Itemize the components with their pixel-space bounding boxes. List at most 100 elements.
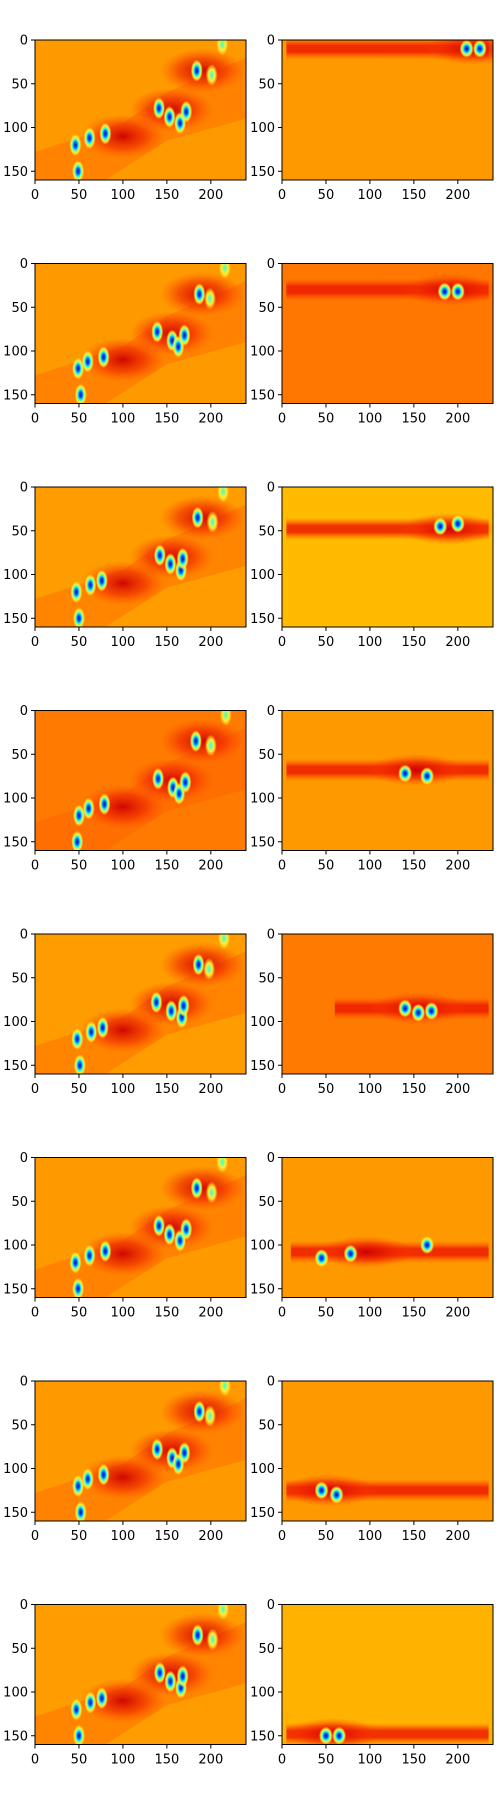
x-tick-label: 100 (358, 635, 383, 650)
heatmap-blob (85, 1021, 98, 1043)
heatmap-blob (398, 764, 413, 783)
heatmap-blob (218, 934, 231, 950)
heatmap-blob (153, 544, 166, 567)
heatmap-blob (97, 346, 110, 369)
x-tick-label: 150 (154, 188, 179, 203)
y-tick-label: 0 (20, 257, 28, 272)
axes-frame (34, 263, 247, 404)
heatmap-hot-zone (282, 1474, 378, 1507)
x-tick-label: 50 (71, 1529, 88, 1544)
y-tick-label: 100 (3, 121, 28, 136)
heatmap-blob (163, 1223, 176, 1246)
x-tick-label: 200 (445, 1753, 470, 1768)
heatmap-blob (165, 1000, 178, 1022)
heatmap-hot-zone (318, 1236, 415, 1268)
heatmap-blob (74, 383, 87, 404)
panel-right-row-5: 0 50 100 150 200 0 50 100 150 (250, 928, 494, 1097)
heatmap-blob (205, 64, 218, 86)
y-tick-label: 0 (20, 34, 28, 49)
y-tick-label: 100 (250, 1239, 275, 1254)
heatmap-blob (177, 994, 190, 1017)
x-tick-label: 200 (198, 188, 223, 203)
heatmap-blob (73, 1054, 86, 1074)
y-tick-label: 50 (11, 971, 28, 986)
heatmap-hot-zone (284, 1718, 381, 1745)
y-tick-label: 100 (250, 345, 275, 360)
x-tick-label: 0 (278, 1753, 286, 1768)
y-tick-label: 100 (250, 1462, 275, 1477)
y-tick-label: 0 (20, 704, 28, 719)
x-tick-label: 150 (154, 859, 179, 874)
y-tick-label: 0 (267, 1598, 275, 1613)
y-tick-label: 50 (11, 77, 28, 92)
heatmap-blob (193, 283, 206, 306)
panel-left-row-6: 0 50 100 150 200 0 50 100 150 (3, 1151, 247, 1321)
y-tick-label: 50 (11, 1642, 28, 1657)
x-tick-label: 0 (278, 859, 286, 874)
heatmap-blob (99, 122, 112, 145)
panel-left-row-1: 0 50 100 150 200 0 50 100 150 (3, 34, 247, 203)
heatmap-blob (204, 734, 217, 757)
heatmap-hot-zone (160, 719, 245, 764)
x-tick-label: 150 (154, 1529, 179, 1544)
heatmap-image (282, 40, 493, 180)
heatmap-blob (95, 569, 108, 592)
y-tick-label: 50 (11, 301, 28, 316)
axes-frame (34, 39, 247, 181)
y-tick-label: 100 (250, 1015, 275, 1030)
axes-frame (34, 1604, 247, 1745)
x-tick-label: 150 (154, 1306, 179, 1321)
y-tick-label: 50 (11, 524, 28, 539)
y-tick-label: 50 (258, 1195, 275, 1210)
heatmap-blob (420, 767, 435, 786)
axes-frame (281, 39, 494, 181)
y-tick-label: 50 (258, 1418, 275, 1433)
heatmap-image (282, 263, 493, 404)
heatmap-blob (69, 134, 82, 156)
heatmap-image (35, 934, 246, 1074)
heatmap-blob (218, 263, 231, 279)
x-tick-label: 200 (445, 1306, 470, 1321)
heatmap-blob (190, 1177, 203, 1200)
heatmap-blob (72, 607, 85, 627)
axes-frame (34, 710, 247, 851)
heatmap-blob (96, 1016, 109, 1039)
x-tick-label: 200 (198, 635, 223, 650)
heatmap-image (35, 1157, 246, 1298)
y-tick-label: 150 (250, 1282, 275, 1297)
y-tick-label: 50 (258, 748, 275, 763)
x-tick-label: 200 (198, 859, 223, 874)
y-tick-label: 150 (3, 1729, 28, 1744)
heatmap-blob (72, 804, 85, 827)
x-tick-label: 100 (358, 1529, 383, 1544)
x-tick-label: 100 (111, 1753, 136, 1768)
y-tick-label: 100 (3, 792, 28, 807)
y-tick-label: 0 (267, 928, 275, 943)
heatmap-blob (424, 1002, 439, 1020)
heatmap-blob (176, 1665, 189, 1688)
heatmap-blob (72, 1475, 85, 1497)
heatmap-blob (71, 830, 84, 851)
heatmap-blob (153, 1661, 166, 1684)
heatmap-blob (437, 282, 452, 301)
axes-frame (281, 933, 494, 1075)
x-tick-label: 50 (71, 188, 88, 203)
y-tick-label: 0 (20, 928, 28, 943)
x-tick-label: 200 (445, 635, 470, 650)
heatmap-blob (72, 1724, 85, 1745)
x-tick-label: 0 (31, 412, 39, 427)
y-tick-label: 100 (3, 568, 28, 583)
panel-right-row-8: 0 50 100 150 200 0 50 100 150 (250, 1598, 494, 1768)
heatmap-blob (98, 793, 111, 816)
heatmap-blob (152, 767, 165, 790)
y-tick-label: 100 (250, 568, 275, 583)
x-tick-label: 100 (111, 1529, 136, 1544)
heatmap-blob (151, 320, 164, 343)
x-tick-label: 200 (198, 1082, 223, 1097)
x-tick-label: 150 (401, 188, 426, 203)
x-tick-label: 200 (198, 1753, 223, 1768)
x-tick-label: 0 (31, 188, 39, 203)
y-tick-label: 150 (3, 388, 28, 403)
heatmap-image (282, 1604, 493, 1745)
y-tick-label: 0 (267, 704, 275, 719)
